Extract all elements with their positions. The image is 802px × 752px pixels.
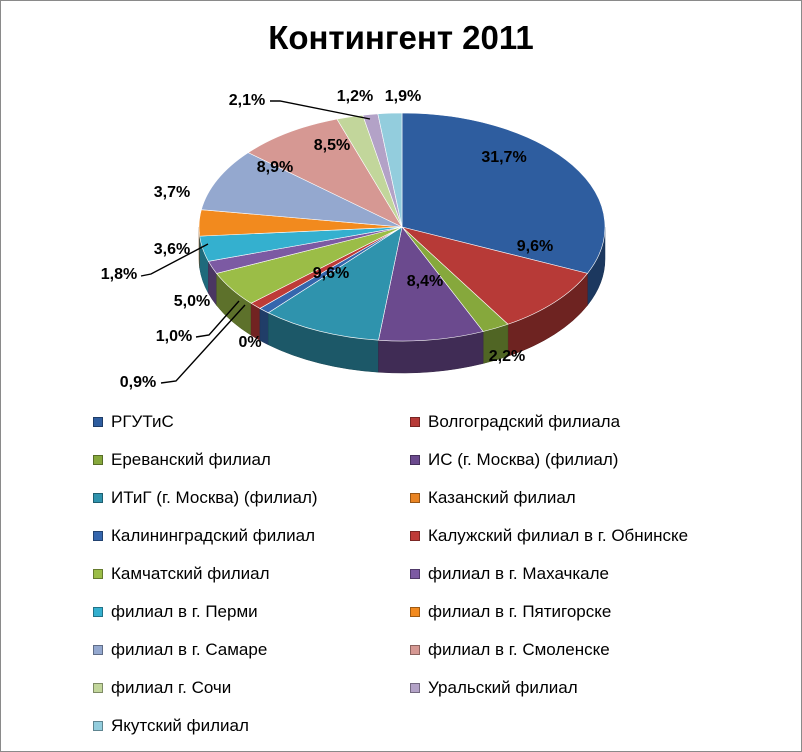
legend-item: филиал в г. Смоленске [410,639,610,661]
data-label: 5,0% [174,293,210,310]
legend-label: Ереванский филиал [111,450,271,469]
chart-title: Контингент 2011 [268,19,534,56]
legend-swatch [410,531,420,541]
legend-label: филиал в г. Смоленске [428,640,610,659]
legend-item: филиал г. Сочи [93,677,231,699]
data-label: 1,2% [337,88,373,105]
data-label: 8,4% [407,273,443,290]
legend-label: Уральский филиал [428,678,578,697]
legend-item: Камчатский филиал [93,563,270,585]
legend-label: ИТиГ (г. Москва) (филиал) [111,488,318,507]
legend-item: РГУТиС [93,411,174,433]
pie-slice [377,112,403,228]
data-label: 3,7% [154,184,190,201]
legend-swatch [410,569,420,579]
legend-label: филиал в г. Самаре [111,640,268,659]
legend-swatch [93,417,103,427]
legend-label: РГУТиС [111,412,174,431]
pie-slice [378,226,484,342]
legend-swatch [410,417,420,427]
legend-swatch [93,531,103,541]
legend-item: Волгоградский филиала [410,411,620,433]
legend-item: Якутский филиал [93,715,249,737]
legend-swatch [93,645,103,655]
data-label: 31,7% [481,149,526,166]
data-label: 2,1% [229,92,265,109]
data-label: 8,9% [257,159,293,176]
leader-line [270,100,371,120]
legend-label: Якутский филиал [111,716,249,735]
leader-line [140,243,209,277]
legend-swatch [410,493,420,503]
legend-label: Камчатский филиал [111,564,270,583]
legend-item: Казанский филиал [410,487,576,509]
data-label: 9,6% [517,238,553,255]
legend-item: Калининградский филиал [93,525,315,547]
legend-label: ИС (г. Москва) (филиал) [428,450,619,469]
legend-label: филиал в г. Пятигорске [428,602,612,621]
legend-label: филиал в г. Махачкале [428,564,610,583]
leader-line [160,304,246,384]
legend-item: филиал в г. Перми [93,601,258,623]
legend-swatch [410,455,420,465]
legend-label: Волгоградский филиала [428,412,621,431]
legend-label: Калужский филиал в г. Обнинске [428,526,689,545]
legend-label: Калининградский филиал [111,526,315,545]
data-label: 1,8% [101,266,137,283]
pie-slice [401,112,606,274]
legend-swatch [410,607,420,617]
legend-item: Калужский филиал в г. Обнинске [410,525,688,547]
legend-swatch [93,455,103,465]
pie-chart: 31,7% 9,6% 2,2% 8,4% 9,6% 0% 0,9% 1,0% 5,0% 1,8% 3… [101,88,606,391]
legend-swatch [410,645,420,655]
leader-line [195,300,240,338]
legend-swatch [93,721,103,731]
legend-swatch [93,569,103,579]
legend-swatch [410,683,420,693]
legend-item: ИС (г. Москва) (филиал) [410,449,618,471]
legend-item: Ереванский филиал [93,449,271,471]
legend-label: филиал в г. Перми [111,602,258,621]
data-label: 0,9% [120,374,156,391]
pie-slice [200,152,403,228]
pie-slice [401,226,588,325]
legend-swatch [93,493,103,503]
legend-item: Уральский филиал [410,677,578,699]
legend-label: Казанский филиал [428,488,576,507]
data-label: 9,6% [313,265,349,282]
pie-slice [247,118,403,228]
data-label: 0% [238,334,261,351]
legend-item: ИТиГ (г. Москва) (филиал) [93,487,318,509]
legend-swatch [93,683,103,693]
pie-slice [267,226,403,341]
data-label: 1,9% [385,88,421,105]
data-label: 8,5% [314,137,350,154]
legend-swatch [93,607,103,617]
data-label: 3,6% [154,241,190,258]
legend-item: филиал в г. Самаре [93,639,267,661]
legend-item: филиал в г. Пятигорске [410,601,611,623]
data-label: 1,0% [156,328,192,345]
legend-item: филиал в г. Махачкале [410,563,609,585]
legend-label: филиал г. Сочи [111,678,232,697]
data-label: 2,2% [489,348,525,365]
